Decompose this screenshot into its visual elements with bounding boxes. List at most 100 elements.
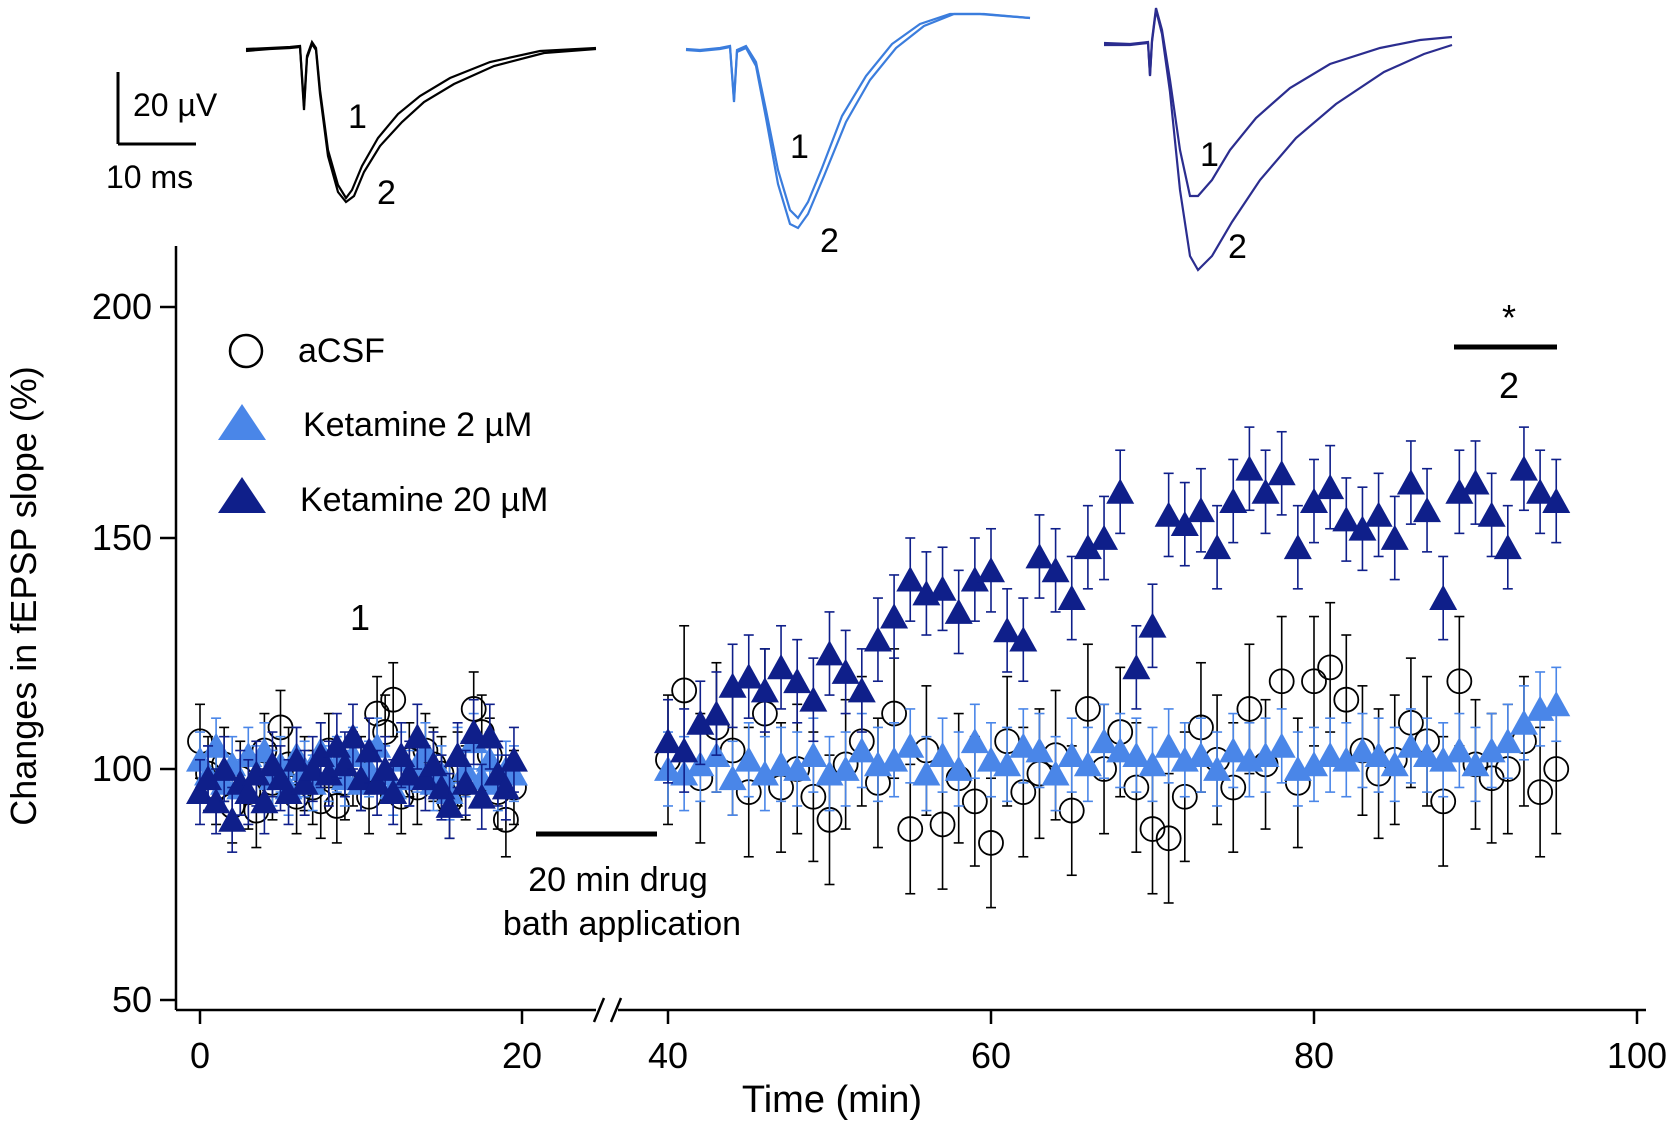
data-point xyxy=(1316,473,1345,500)
trace-ketamine-20-label-1: 1 xyxy=(1200,136,1219,174)
data-point xyxy=(1300,751,1328,777)
data-point xyxy=(1348,737,1377,763)
data-point xyxy=(1509,455,1538,481)
data-point xyxy=(863,626,892,652)
data-point xyxy=(1396,469,1425,495)
drug-application-label-line2: bath application xyxy=(503,905,741,943)
data-point xyxy=(322,732,351,758)
data-point xyxy=(1348,515,1377,541)
data-point xyxy=(1429,584,1458,610)
data-point xyxy=(1316,741,1345,768)
data-point xyxy=(1073,533,1102,560)
data-point xyxy=(961,788,988,815)
data-point xyxy=(799,741,828,768)
legend-ketamine-2-marker xyxy=(218,404,266,440)
data-point xyxy=(427,774,456,800)
data-point xyxy=(1138,751,1167,777)
data-point xyxy=(1122,741,1151,768)
data-point xyxy=(686,709,715,735)
data-point xyxy=(282,746,311,772)
data-point xyxy=(960,727,989,754)
trace-acsf-label-2: 2 xyxy=(377,174,396,212)
data-point xyxy=(491,774,520,800)
data-point xyxy=(1446,668,1473,695)
trace-ketamine-20-2 xyxy=(1104,9,1453,272)
data-point xyxy=(1236,696,1263,722)
data-point xyxy=(1090,727,1119,754)
data-point xyxy=(1461,469,1490,495)
data-point xyxy=(847,737,876,763)
data-point xyxy=(977,557,1005,583)
trace-ketamine-2-label-2: 2 xyxy=(820,222,839,260)
y-axis-label: Changes in fEPSP slope (%) xyxy=(3,366,44,826)
trace-acsf xyxy=(245,39,597,204)
data-point xyxy=(395,760,424,786)
scale-bar-time-label: 10 ms xyxy=(106,159,193,195)
legend-ketamine-20-label: Ketamine 20 µM xyxy=(300,481,548,519)
data-point xyxy=(1509,709,1538,735)
data-point xyxy=(977,746,1005,772)
legend-acsf-label: aCSF xyxy=(298,332,385,370)
data-point xyxy=(1364,741,1393,768)
data-point xyxy=(1186,496,1215,523)
data-point xyxy=(1155,825,1182,852)
legend: aCSF Ketamine 2 µM Ketamine 20 µM xyxy=(218,332,548,519)
data-point xyxy=(290,769,319,795)
data-point xyxy=(234,778,263,804)
data-point xyxy=(1106,737,1135,763)
data-point xyxy=(1251,478,1280,504)
data-point xyxy=(880,746,909,772)
data-point xyxy=(242,760,271,786)
data-point xyxy=(993,751,1022,777)
data-point xyxy=(1300,487,1328,513)
data-point xyxy=(355,737,384,763)
data-point xyxy=(1106,478,1135,504)
trace-acsf-label-1: 1 xyxy=(348,98,367,136)
trace-ketamine-2 xyxy=(685,12,1031,230)
x-axis-break-marker xyxy=(592,997,623,1023)
data-point xyxy=(1283,533,1312,560)
data-point xyxy=(467,783,496,809)
data-point xyxy=(1041,760,1070,786)
data-point xyxy=(338,723,367,749)
data-point xyxy=(1333,686,1360,713)
data-point xyxy=(670,737,699,763)
y-tick-label-2: 150 xyxy=(92,517,152,558)
data-point xyxy=(1445,478,1474,504)
data-point xyxy=(944,598,973,624)
data-point xyxy=(815,640,844,666)
data-point xyxy=(734,663,763,689)
data-point xyxy=(896,732,925,758)
data-point xyxy=(411,764,440,791)
data-point xyxy=(767,654,796,680)
x-tick-label-4: 80 xyxy=(1294,1035,1334,1076)
data-point xyxy=(1380,524,1409,550)
y-axis-ticks: 50 100 150 200 xyxy=(92,286,176,1020)
example-traces: 20 µV 10 ms 1 2 1 2 1 2 xyxy=(106,7,1453,272)
data-point xyxy=(1235,455,1264,481)
trace-ketamine-20-label-2: 2 xyxy=(1228,228,1247,266)
data-point xyxy=(435,792,464,818)
legend-ketamine-2-label: Ketamine 2 µM xyxy=(303,406,532,444)
data-point xyxy=(186,778,214,804)
series-layer xyxy=(186,426,1571,909)
data-point xyxy=(363,769,392,795)
data-point xyxy=(194,764,223,791)
data-point xyxy=(1186,741,1215,768)
data-point xyxy=(1477,737,1506,763)
trace-acsf-1 xyxy=(245,39,597,200)
data-point xyxy=(734,746,763,772)
data-point xyxy=(831,658,860,684)
data-point xyxy=(1493,533,1522,560)
data-point xyxy=(928,741,957,768)
data-point xyxy=(330,751,359,777)
series-ketamine-20 xyxy=(186,426,1571,853)
data-point xyxy=(218,806,247,832)
data-point xyxy=(1075,696,1101,722)
data-point xyxy=(671,677,698,704)
data-point xyxy=(1364,501,1393,527)
data-point xyxy=(274,778,303,804)
baseline-marker-label: 1 xyxy=(350,597,370,638)
data-point xyxy=(1542,487,1571,513)
